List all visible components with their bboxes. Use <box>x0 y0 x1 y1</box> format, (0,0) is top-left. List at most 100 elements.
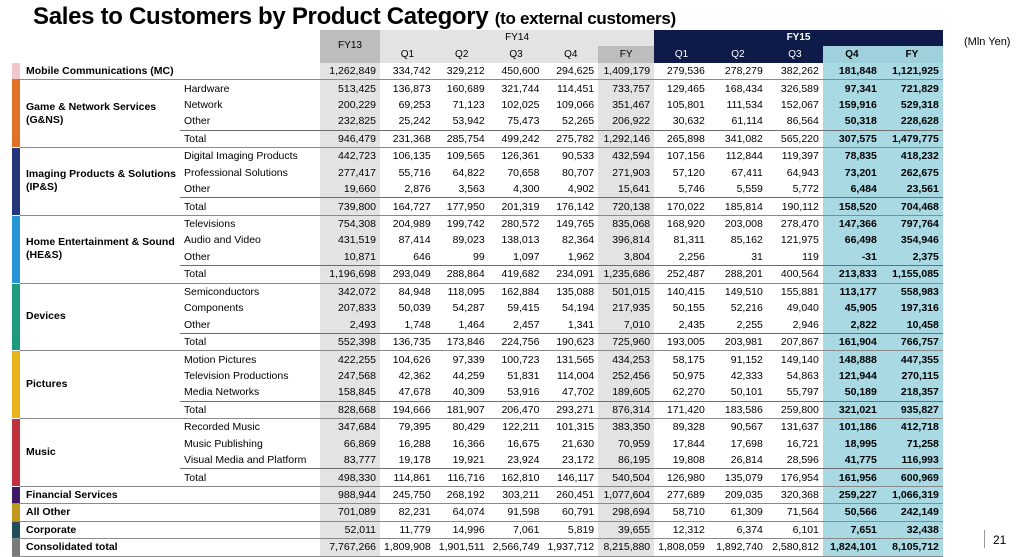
table-row: Other 232,825 25,242 53,942 75,473 52,265 206,… <box>12 113 943 131</box>
table-row: Total 946,479 231,368 285,754 499,242 275,782… <box>12 129 943 149</box>
value-cell-pictures-2-3: 53,916 <box>507 386 540 399</box>
subcategory-label: Digital Imaging Products <box>184 150 298 163</box>
value-cell-devices-1-7: 52,216 <box>730 302 763 315</box>
table-row: Total 828,668 194,666 181,907 206,470 293,271… <box>12 400 943 420</box>
value-cell-all-other-7: 61,309 <box>708 503 767 522</box>
value-cell-financial-services-0: 988,944 <box>320 486 380 505</box>
value-cell-game-network-services-g-ns-2-3: 75,473 <box>507 115 540 128</box>
value-cell-mobile-communications-mc-0: 1,262,849 <box>320 62 380 81</box>
value-cell-music-1-8: 16,721 <box>786 437 819 450</box>
value-cell-music-1-2: 16,366 <box>452 437 485 450</box>
value-cell-pictures-1-4: 114,004 <box>556 369 595 382</box>
value-cell-home-entertainment-sound-he-s-0-1: 204,989 <box>392 218 431 231</box>
value-cell-devices-1-8: 49,040 <box>786 302 819 315</box>
value-cell-devices-0-0: 342,072 <box>320 283 380 300</box>
value-cell-music-0-6: 89,328 <box>672 421 705 434</box>
value-cell-imaging-products-solutions-ip-s-1-10: 262,675 <box>880 164 943 181</box>
subcategory-label: Total <box>180 468 320 487</box>
value-cell-imaging-products-solutions-ip-s-3-2: 177,950 <box>434 197 489 216</box>
value-cell-imaging-products-solutions-ip-s-0-0: 442,723 <box>320 147 380 165</box>
value-cell-imaging-products-solutions-ip-s-0-9: 78,835 <box>822 147 881 165</box>
value-cell-pictures-2-10: 218,357 <box>880 384 943 402</box>
value-cell-corporate-9: 7,651 <box>822 521 881 540</box>
value-cell-game-network-services-g-ns-2-2: 53,942 <box>452 115 485 128</box>
value-cell-music-2-4: 23,172 <box>562 454 595 467</box>
value-cell-music-3-5: 540,504 <box>598 468 655 487</box>
value-cell-pictures-0-7: 91,152 <box>730 353 763 366</box>
value-cell-imaging-products-solutions-ip-s-0-7: 112,844 <box>725 150 763 163</box>
value-cell-pictures-1-0: 247,568 <box>320 367 380 385</box>
value-cell-all-other-2: 64,074 <box>434 503 489 522</box>
value-cell-consolidated-total-9: 1,824,101 <box>822 538 881 557</box>
subcategory-label: Total <box>180 129 320 149</box>
value-cell-home-entertainment-sound-he-s-1-10: 354,946 <box>880 232 943 249</box>
value-cell-devices-1-10: 197,316 <box>880 300 943 317</box>
value-cell-imaging-products-solutions-ip-s-0-5: 432,594 <box>598 147 655 165</box>
value-cell-game-network-services-g-ns-0-10: 721,829 <box>880 79 943 97</box>
value-cell-game-network-services-g-ns-0-6: 129,465 <box>666 82 705 95</box>
value-cell-imaging-products-solutions-ip-s-1-8: 64,943 <box>786 166 819 179</box>
value-cell-financial-services-9: 259,227 <box>822 486 881 505</box>
value-cell-mobile-communications-mc-5: 1,409,179 <box>598 62 655 81</box>
value-cell-music-3-10: 600,969 <box>880 468 943 487</box>
value-cell-pictures-3-4: 293,271 <box>543 400 599 420</box>
value-cell-pictures-2-1: 47,678 <box>398 386 431 399</box>
table-row: Visual Media and Platform 83,777 19,178 19,… <box>12 451 943 469</box>
value-cell-imaging-products-solutions-ip-s-3-4: 176,142 <box>543 197 599 216</box>
value-cell-pictures-2-8: 55,797 <box>786 386 819 399</box>
value-cell-devices-1-9: 45,905 <box>822 300 881 317</box>
category-color-bar <box>12 350 20 420</box>
value-cell-home-entertainment-sound-he-s-3-4: 234,091 <box>543 265 599 284</box>
value-cell-imaging-products-solutions-ip-s-3-7: 185,814 <box>708 197 767 216</box>
value-cell-devices-2-8: 2,946 <box>792 318 819 331</box>
subcategory-label: Hardware <box>184 82 230 95</box>
value-cell-music-1-6: 17,844 <box>672 437 705 450</box>
value-cell-devices-2-10: 10,458 <box>880 316 943 334</box>
value-cell-devices-2-5: 7,010 <box>598 316 655 334</box>
value-cell-imaging-products-solutions-ip-s-2-3: 4,300 <box>513 183 540 196</box>
value-cell-home-entertainment-sound-he-s-3-6: 252,487 <box>654 265 709 284</box>
value-cell-pictures-3-10: 935,827 <box>880 400 943 420</box>
value-cell-music-3-1: 114,861 <box>380 468 435 487</box>
category-pictures: Pictures <box>20 350 180 420</box>
value-cell-home-entertainment-sound-he-s-0-2: 199,742 <box>446 218 485 231</box>
value-cell-home-entertainment-sound-he-s-2-8: 119 <box>802 250 819 263</box>
header-fy14-q1: Q1 <box>380 46 435 63</box>
value-cell-home-entertainment-sound-he-s-2-3: 1,097 <box>513 250 540 263</box>
category-color-bar <box>12 521 20 540</box>
value-cell-music-1-5: 70,959 <box>598 435 655 452</box>
value-cell-game-network-services-g-ns-1-4: 109,066 <box>556 98 595 111</box>
table-row: Other 2,493 1,748 1,464 2,457 1,341 7,010 2,435… <box>12 316 943 334</box>
value-cell-corporate-4: 5,819 <box>543 521 599 540</box>
header-fy15-fy: FY <box>880 46 943 63</box>
title-sub: (to external customers) <box>494 9 676 28</box>
value-cell-home-entertainment-sound-he-s-0-10: 797,764 <box>880 215 943 233</box>
value-cell-pictures-0-4: 131,565 <box>556 353 595 366</box>
value-cell-game-network-services-g-ns-2-0: 232,825 <box>320 113 380 131</box>
value-cell-imaging-products-solutions-ip-s-2-5: 15,641 <box>598 180 655 198</box>
category-game-network-services-g-ns: Game & Network Services (G&NS) <box>20 79 180 149</box>
subcategory-label: Total <box>180 197 320 216</box>
value-cell-pictures-1-3: 51,831 <box>507 369 540 382</box>
table-row: Total 1,196,698 293,049 288,864 419,682 234,0… <box>12 265 943 284</box>
value-cell-devices-3-9: 161,904 <box>822 332 881 352</box>
value-cell-corporate-3: 7,061 <box>488 521 544 540</box>
value-cell-game-network-services-g-ns-1-10: 529,318 <box>880 96 943 114</box>
value-cell-home-entertainment-sound-he-s-0-4: 149,765 <box>556 218 595 231</box>
value-cell-pictures-1-7: 42,333 <box>730 369 763 382</box>
value-cell-all-other-9: 50,566 <box>822 503 881 522</box>
category-color-bar <box>12 486 20 505</box>
value-cell-game-network-services-g-ns-0-7: 168,434 <box>724 82 763 95</box>
table-row: Other 19,660 2,876 3,563 4,300 4,902 15,641 5,7… <box>12 180 943 198</box>
value-cell-home-entertainment-sound-he-s-2-9: -31 <box>822 248 881 266</box>
value-cell-pictures-1-2: 44,259 <box>452 369 485 382</box>
value-cell-music-2-3: 23,924 <box>507 454 540 467</box>
value-cell-imaging-products-solutions-ip-s-1-6: 57,120 <box>672 166 705 179</box>
table-row: Home Entertainment & Sound (HE&S) Televis… <box>12 215 943 284</box>
category-color-bar <box>12 503 20 522</box>
value-cell-devices-0-4: 135,088 <box>556 285 595 298</box>
value-cell-devices-1-6: 50,155 <box>672 302 705 315</box>
value-cell-music-2-10: 116,993 <box>880 451 943 469</box>
value-cell-game-network-services-g-ns-3-3: 499,242 <box>488 129 544 149</box>
value-cell-devices-1-5: 217,935 <box>598 300 655 317</box>
